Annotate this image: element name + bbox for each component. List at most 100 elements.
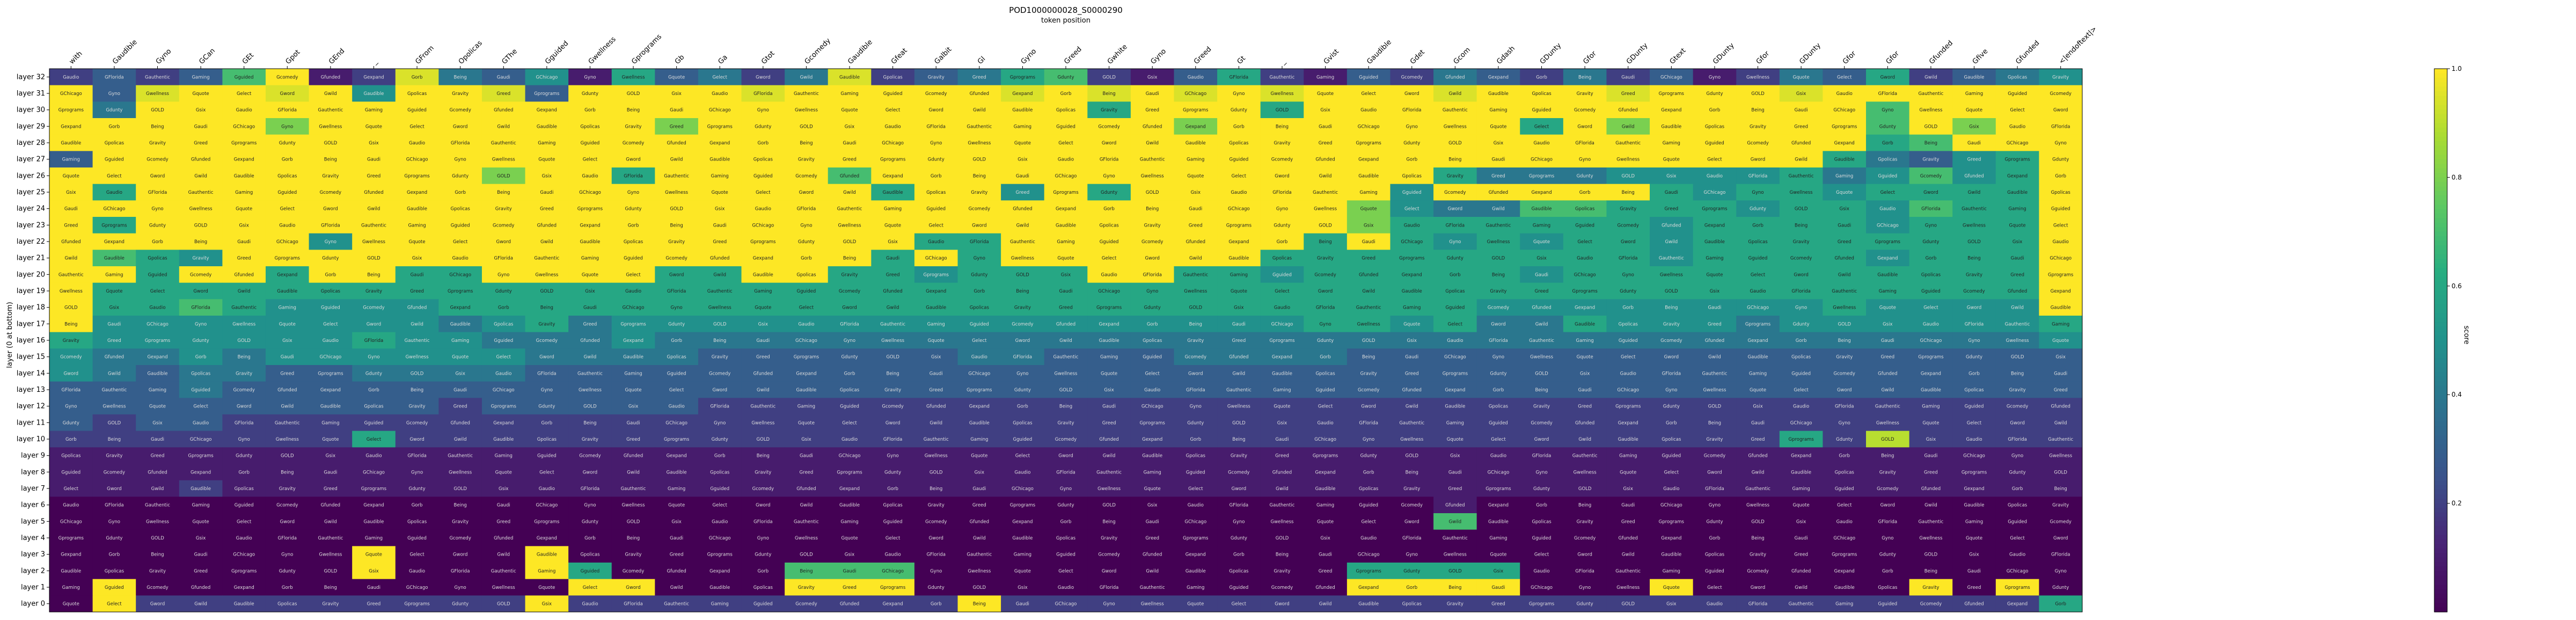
cell-label: Gyno — [1709, 503, 1721, 508]
cell-label: Gcomedy — [1747, 568, 1768, 574]
cell-label: Gwild — [1406, 404, 1418, 410]
heatmap-cell — [1001, 414, 1045, 432]
heatmap-cell — [222, 316, 266, 333]
heatmap-cell — [741, 184, 785, 201]
cell-label: Greed — [540, 207, 554, 212]
heatmap-cell — [1346, 579, 1391, 596]
cell-label: Gpolicas — [1229, 141, 1249, 146]
heatmap-cell — [1174, 595, 1218, 612]
colorbar-segment — [2434, 240, 2447, 246]
heatmap-cell — [1823, 250, 1867, 267]
heatmap-cell — [222, 217, 266, 234]
heatmap-cell — [1130, 447, 1174, 464]
cell-label: Greed — [1491, 602, 1505, 607]
cell-label: Gquote — [884, 223, 901, 228]
cell-label: Greed — [64, 223, 78, 228]
cell-label: Gword — [626, 585, 640, 590]
cell-label: Gaudible — [61, 141, 81, 146]
cell-label: Gguided — [2051, 207, 2070, 212]
cell-label: Gword — [2053, 536, 2068, 541]
heatmap-cell — [1693, 381, 1737, 398]
cell-label: Gguided — [1619, 338, 1638, 344]
cell-label: Gquote — [712, 190, 728, 195]
heatmap-cell — [1476, 431, 1520, 448]
heatmap-cell — [265, 167, 310, 185]
heatmap-cell — [871, 266, 915, 283]
heatmap-cell — [1304, 69, 1348, 86]
heatmap-cell — [1174, 513, 1218, 530]
heatmap-cell — [525, 497, 569, 514]
cell-label: Gexpand — [277, 272, 297, 278]
cell-label: Gwild — [1233, 371, 1246, 376]
cell-label: Gdunty — [1231, 108, 1247, 113]
heatmap-cell — [438, 431, 482, 448]
cell-label: Gaudio — [1879, 207, 1896, 212]
cell-label: Gprograms — [1140, 420, 1166, 426]
heatmap-cell — [1779, 299, 1823, 316]
x-tick-label: Gwellness — [587, 35, 618, 66]
heatmap-cell — [1174, 381, 1218, 398]
heatmap-cell — [309, 217, 353, 234]
heatmap-cell — [49, 579, 93, 596]
cell-label: Gwellness — [1270, 519, 1294, 524]
x-tick-labels: with Gaudible Gyno GCan GEt Gpot GEnd _ GFrom Opo… — [68, 25, 2098, 69]
cell-label: Being — [1967, 256, 1980, 261]
cell-label: Gyno — [368, 355, 379, 360]
cell-label: Gauthentic — [794, 91, 819, 97]
heatmap-cell — [1130, 431, 1174, 448]
heatmap-cell — [179, 546, 223, 563]
cell-label: Gword — [1188, 371, 1203, 376]
cell-label: Gquote — [279, 322, 296, 327]
cell-label: Gwild — [281, 404, 294, 410]
heatmap-cell — [1909, 365, 1953, 382]
cell-label: Gcomedy — [1185, 355, 1206, 360]
heatmap-cell — [1044, 134, 1088, 151]
heatmap-cell — [1952, 85, 1996, 102]
cell-label: Gaming — [797, 404, 815, 410]
heatmap-cell — [1563, 464, 1607, 481]
cell-label: Gelect — [1318, 404, 1333, 410]
heatmap-cell — [1087, 529, 1131, 546]
cell-label: Gauthentic — [750, 404, 775, 410]
cell-label: GFlorida — [451, 568, 470, 574]
cell-label: Gaudi — [930, 371, 943, 376]
cell-label: Gaudi — [1146, 91, 1159, 97]
heatmap-cell — [1044, 118, 1088, 135]
cell-label: Gaudible — [1921, 388, 1941, 393]
colorbar-segment — [2434, 458, 2447, 463]
heatmap-cell — [1779, 151, 1823, 168]
cell-label: Gravity — [538, 322, 555, 327]
heatmap-cell — [785, 464, 829, 481]
heatmap-cell — [309, 266, 353, 283]
heatmap-cell — [1433, 497, 1477, 514]
cell-label: GFlorida — [1402, 108, 1422, 113]
heatmap-cell — [1260, 348, 1304, 366]
cell-label: Gquote — [1014, 141, 1031, 146]
heatmap-cell — [222, 233, 266, 250]
cell-label: Gfunded — [1143, 124, 1162, 129]
cell-label: Gquote — [1231, 289, 1247, 294]
heatmap-cell — [136, 233, 180, 250]
cell-label: GOLD — [800, 552, 813, 558]
heatmap-cell — [49, 464, 93, 481]
cell-label: Gaming — [1446, 420, 1464, 426]
heatmap-cell — [828, 184, 872, 201]
heatmap-cell — [568, 332, 612, 349]
cell-label: Gwild — [2054, 420, 2067, 426]
cell-label: Gaming — [1489, 536, 1507, 541]
heatmap-cell — [568, 85, 612, 102]
heatmap-cell — [1087, 579, 1131, 596]
cell-label: GOLD — [627, 519, 640, 524]
cell-label: Gorb — [282, 585, 293, 590]
cell-label: Gword — [928, 108, 943, 113]
cell-label: Gauthentic — [794, 519, 819, 524]
cell-label: Gaudible — [61, 568, 81, 574]
heatmap-cell — [568, 69, 612, 86]
cell-label: Gauthentic — [1962, 207, 1987, 212]
heatmap-cell — [611, 101, 655, 119]
cell-label: GFlorida — [926, 552, 946, 558]
cell-label: GFlorida — [1878, 91, 1898, 97]
cell-label: Gaming — [927, 322, 945, 327]
heatmap-cell — [828, 431, 872, 448]
y-tick-label: layer 5 — [21, 517, 45, 526]
